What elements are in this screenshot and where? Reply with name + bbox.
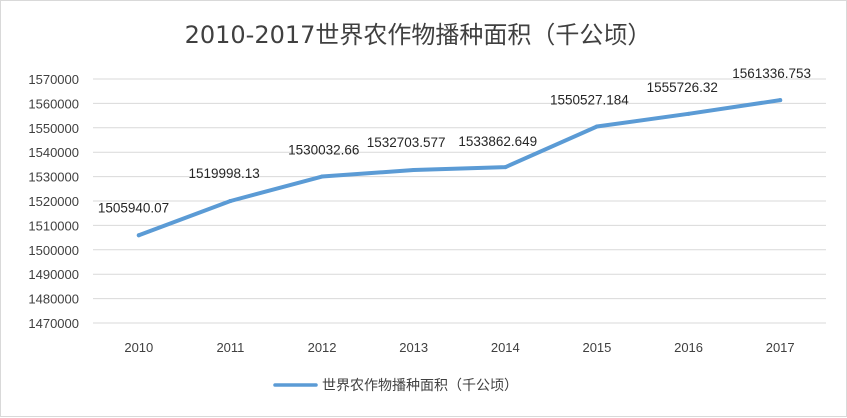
y-axis-ticks: 1470000 1480000 1490000 1500000 1510000 15200… [28, 72, 79, 331]
data-label: 1530032.66 [288, 143, 359, 158]
x-tick-label: 2013 [399, 340, 428, 355]
data-point [320, 174, 325, 179]
y-tick-label: 1480000 [28, 292, 79, 307]
x-tick-label: 2017 [766, 340, 795, 355]
x-tick-label: 2015 [582, 340, 611, 355]
data-label: 1519998.13 [188, 166, 259, 181]
x-tick-label: 2014 [491, 340, 520, 355]
x-axis-ticks: 2010 2011 2012 2013 2014 2015 2016 2017 [124, 340, 794, 355]
data-label: 1561336.753 [732, 66, 811, 81]
data-point [778, 98, 783, 103]
y-tick-label: 1570000 [28, 72, 79, 87]
y-tick-label: 1510000 [28, 218, 79, 233]
data-labels: 1505940.07 1519998.13 1530032.66 1532703.57… [98, 66, 811, 215]
data-point [136, 233, 141, 238]
data-point [594, 124, 599, 129]
y-tick-label: 1500000 [28, 243, 79, 258]
y-tick-label: 1520000 [28, 194, 79, 209]
y-tick-label: 1550000 [28, 121, 79, 136]
legend-label: 世界农作物播种面积（千公顷） [322, 378, 518, 394]
y-tick-label: 1540000 [28, 145, 79, 160]
data-point [411, 168, 416, 173]
data-label: 1505940.07 [98, 200, 169, 215]
x-tick-label: 2016 [674, 340, 703, 355]
data-label: 1550527.184 [550, 93, 629, 108]
y-tick-label: 1470000 [28, 316, 79, 331]
gridlines [93, 78, 826, 324]
y-tick-label: 1560000 [28, 96, 79, 111]
x-tick-label: 2010 [124, 340, 153, 355]
chart-title: 2010-2017世界农作物播种面积（千公顷） [185, 21, 652, 49]
x-tick-label: 2012 [308, 340, 337, 355]
series-line [136, 98, 783, 238]
data-point [228, 199, 233, 204]
data-label: 1532703.577 [367, 135, 446, 150]
data-point [686, 111, 691, 116]
series-group [136, 98, 783, 238]
legend[interactable]: 世界农作物播种面积（千公顷） [273, 378, 518, 394]
data-point [503, 165, 508, 170]
y-tick-label: 1490000 [28, 267, 79, 282]
y-tick-label: 1530000 [28, 170, 79, 185]
x-tick-label: 2011 [216, 340, 244, 355]
data-label: 1533862.649 [458, 134, 537, 149]
data-label: 1555726.32 [647, 80, 718, 95]
